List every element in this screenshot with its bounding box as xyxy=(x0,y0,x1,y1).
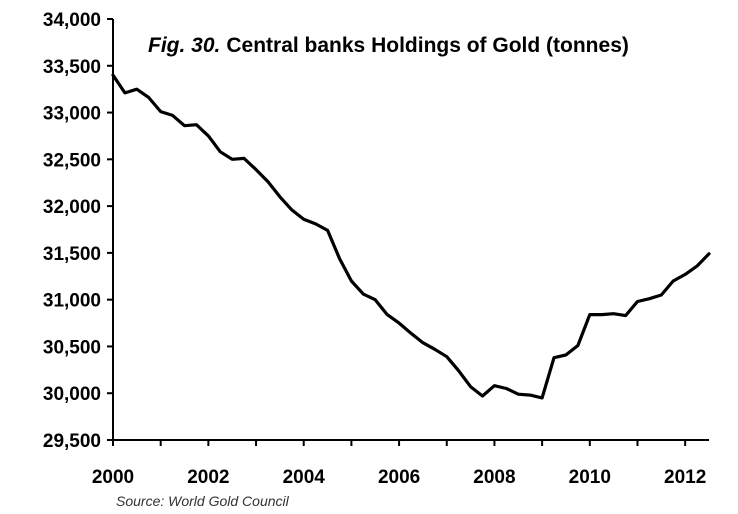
series-line xyxy=(111,73,711,400)
y-tick-label: 33,500 xyxy=(43,57,101,78)
y-axis: 29,500 30,000 30,500 31,000 31,500 32,000 32,5… xyxy=(43,10,114,452)
chart-title: Fig. 30. Central banks Holdings of Gold (… xyxy=(148,34,629,57)
x-tick-label: 2002 xyxy=(187,467,229,488)
x-tick-label: 2006 xyxy=(378,467,420,488)
y-tick-label: 30,000 xyxy=(43,384,101,405)
chart-title-text: Central banks Holdings of Gold (tonnes) xyxy=(226,34,629,57)
series-group xyxy=(111,73,711,400)
source-note: Source: World Gold Council xyxy=(116,493,290,509)
y-tick-label: 30,500 xyxy=(43,337,101,358)
y-tick-label: 31,500 xyxy=(43,244,101,265)
y-tick-label: 32,500 xyxy=(43,150,101,171)
x-tick-label: 2004 xyxy=(283,467,326,488)
x-tick-label: 2012 xyxy=(664,467,706,488)
y-tick-label: 31,000 xyxy=(43,291,101,312)
y-tick-label: 34,000 xyxy=(43,10,101,31)
x-tick-label: 2008 xyxy=(473,467,515,488)
x-axis: 2000 2002 2004 2006 2008 2010 2012 xyxy=(92,439,709,488)
x-tick-label: 2000 xyxy=(92,467,134,488)
y-tick-label: 33,000 xyxy=(43,104,101,125)
x-tick-label: 2010 xyxy=(569,467,611,488)
y-tick-label: 32,000 xyxy=(43,197,101,218)
figure-number: Fig. 30. xyxy=(148,34,220,57)
y-tick-label: 29,500 xyxy=(43,431,101,452)
